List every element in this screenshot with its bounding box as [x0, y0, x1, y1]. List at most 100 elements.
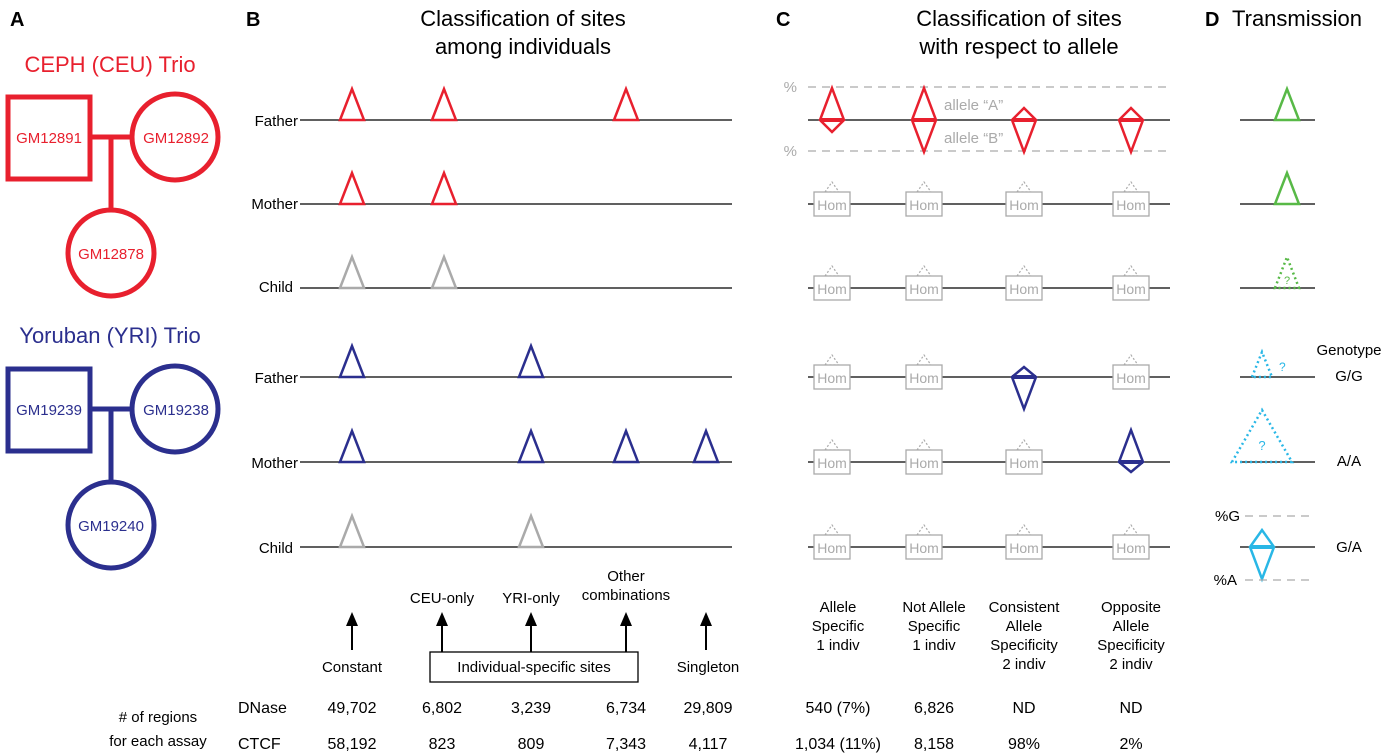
ctcf-constant: 58,192: [328, 736, 377, 753]
row-label-ceu-father: Father: [255, 113, 298, 130]
category-other-line1: Other: [607, 568, 645, 585]
transmission-pct-g: %G: [1215, 508, 1240, 525]
dnase-yri-only: 3,239: [511, 700, 551, 717]
allele-a-label: allele “A”: [944, 97, 1003, 114]
arrow-ceu-only-head: [436, 612, 448, 626]
category-yri-only: YRI-only: [502, 590, 560, 607]
label-consistent-line3: Specificity: [990, 637, 1058, 654]
label-opposite-line3: Specificity: [1097, 637, 1165, 654]
hom-peak-icon: [915, 438, 933, 451]
dnase-not-allele-specific: 6,826: [914, 700, 954, 717]
hom-peak-icon: [1015, 180, 1033, 193]
allele-diamonds-yri: [1010, 365, 1145, 474]
ctcf-opposite: 2%: [1119, 736, 1142, 753]
yri-child-circle: [65, 479, 157, 571]
counts-label-line2: for each assay: [109, 733, 207, 750]
panel-b-title-line1: Classification of sites: [420, 6, 625, 31]
counts-dnase-row: 49,702 6,802 3,239 6,734 29,809 540 (7%)…: [328, 700, 1143, 717]
hom-peak-icon: [1122, 353, 1140, 366]
hom-label: Hom: [909, 455, 939, 471]
transmission-gg-question: ?: [1279, 360, 1286, 374]
transmission-pct-a: %A: [1214, 572, 1237, 589]
label-not-allele-specific-line3: 1 indiv: [912, 637, 956, 654]
panel-d-letter: D: [1205, 9, 1219, 31]
hom-peak-icon: [915, 180, 933, 193]
panel-a-letter: A: [10, 9, 24, 31]
diamond-consistent: [1010, 106, 1038, 156]
allele-pct-lines: [808, 86, 1170, 152]
hom-label: Hom: [909, 197, 939, 213]
hom-label: Hom: [1009, 540, 1039, 556]
hom-peak-icon: [823, 438, 841, 451]
row-label-ceu-mother: Mother: [251, 196, 298, 213]
peak-yri-mother-other: [612, 427, 640, 464]
category-singleton: Singleton: [677, 659, 740, 676]
hom-peak-icon: [915, 264, 933, 277]
hom-label: Hom: [817, 540, 847, 556]
allele-b-label: allele “B”: [944, 130, 1003, 147]
hom-label: Hom: [817, 455, 847, 471]
diamond-opposite-yri: [1117, 426, 1145, 474]
panel-d-title: Transmission: [1232, 6, 1362, 31]
hom-peak-icon: [1015, 264, 1033, 277]
transmission-pct-lines: [1245, 515, 1315, 581]
label-opposite-line4: 2 indiv: [1109, 656, 1153, 673]
arrow-singleton-head: [700, 612, 712, 626]
assay-ctcf: CTCF: [238, 736, 281, 753]
hom-label: Hom: [817, 197, 847, 213]
arrow-yri-only-head: [525, 612, 537, 626]
ctcf-yri-only: 809: [518, 736, 545, 753]
hom-box: Hom: [813, 523, 851, 560]
hom-label: Hom: [1009, 197, 1039, 213]
panel-c-title-line2: with respect to allele: [918, 34, 1118, 59]
panel-b-peaks: [338, 85, 720, 549]
peak-yri-child-constant: [338, 512, 366, 549]
label-not-allele-specific-line2: Specific: [908, 618, 961, 635]
row-label-ceu-child: Child: [259, 279, 293, 296]
peak-ceu-father-other: [612, 85, 640, 122]
ceu-child-circle: [65, 207, 157, 299]
hom-label: Hom: [909, 370, 939, 386]
hom-label: Hom: [1116, 540, 1146, 556]
panel-b-baselines: [300, 119, 732, 548]
hom-label: Hom: [1116, 281, 1146, 297]
yri-mother-id: GM19238: [143, 402, 209, 419]
hom-peak-icon: [823, 523, 841, 536]
assay-dnase: DNase: [238, 700, 287, 717]
label-allele-specific-line3: 1 indiv: [816, 637, 860, 654]
transmission-ga-diamond: [1248, 527, 1276, 583]
peak-ceu-child-constant: [338, 253, 366, 290]
hom-box: Hom: [1005, 523, 1043, 560]
genotype-label: Genotype: [1316, 342, 1381, 359]
transmission-gg-peak: [1250, 348, 1274, 379]
hom-peak-icon: [1122, 264, 1140, 277]
transmission-child-peak: [1273, 253, 1301, 290]
peak-ceu-father-ceu-only: [430, 85, 458, 122]
transmission-child-question: ?: [1284, 275, 1290, 287]
individual-specific-box: [429, 651, 639, 683]
yri-child-id: GM19240: [78, 518, 144, 535]
category-individual-specific: Individual-specific sites: [457, 659, 610, 676]
category-other-line2: combinations: [582, 587, 670, 604]
hom-label: Hom: [1116, 197, 1146, 213]
ctcf-allele-specific: 1,034 (11%): [795, 736, 881, 753]
row-label-yri-mother: Mother: [251, 455, 298, 472]
hom-label: Hom: [817, 370, 847, 386]
ceu-father-id: GM12891: [16, 130, 82, 147]
transmission-mother-peak: [1273, 169, 1301, 206]
counts-label-line1: # of regions: [119, 709, 197, 726]
panel-c-letter: C: [776, 9, 790, 31]
category-constant: Constant: [322, 659, 383, 676]
dnase-allele-specific: 540 (7%): [806, 700, 871, 717]
peak-ceu-mother-constant: [338, 169, 366, 206]
ceu-trio-title: CEPH (CEU) Trio: [24, 52, 195, 77]
genotype-gg: G/G: [1335, 368, 1363, 385]
allele-column-labels: Allele Specific 1 indiv Not Allele Specific 1…: [812, 599, 1166, 673]
label-allele-specific-line2: Specific: [812, 618, 865, 635]
dnase-ceu-only: 6,802: [422, 700, 462, 717]
dnase-singleton: 29,809: [684, 700, 733, 717]
peak-yri-mother-singleton: [692, 427, 720, 464]
label-allele-specific-line1: Allele: [820, 599, 857, 616]
peak-yri-child-yri-only: [517, 512, 545, 549]
